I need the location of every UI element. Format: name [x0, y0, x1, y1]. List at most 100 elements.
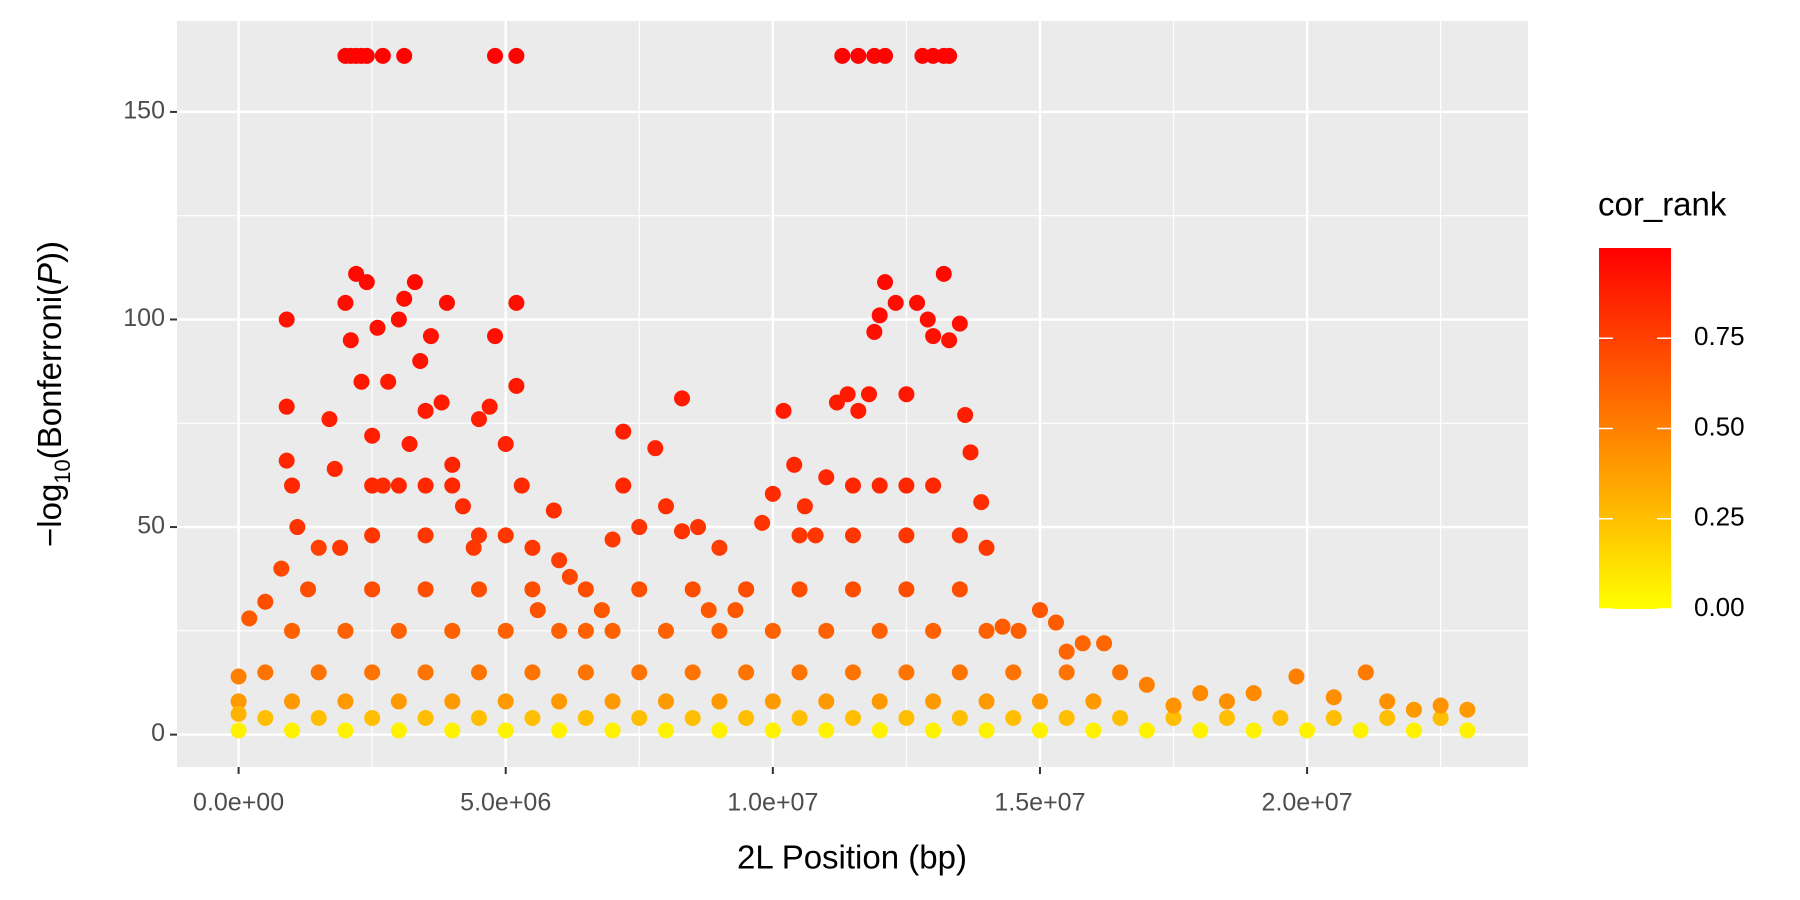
- point: [951, 527, 968, 544]
- point: [406, 274, 423, 291]
- point: [925, 722, 942, 739]
- point: [401, 436, 418, 453]
- point: [1405, 701, 1422, 718]
- point: [1165, 710, 1182, 727]
- point: [1085, 722, 1102, 739]
- point: [807, 527, 824, 544]
- point: [551, 693, 568, 710]
- point: [364, 664, 381, 681]
- point: [1218, 710, 1235, 727]
- y-title-part: (Bonferroni(: [31, 285, 68, 459]
- point: [529, 602, 546, 619]
- point: [935, 265, 952, 282]
- point: [508, 294, 525, 311]
- point: [454, 498, 471, 515]
- point: [1459, 701, 1476, 718]
- point: [1192, 722, 1209, 739]
- point: [818, 469, 835, 486]
- point: [1357, 664, 1374, 681]
- point: [615, 477, 632, 494]
- point: [257, 664, 274, 681]
- point: [898, 527, 915, 544]
- point: [647, 440, 664, 457]
- point: [631, 519, 648, 536]
- point: [471, 664, 488, 681]
- point: [978, 693, 995, 710]
- x-tick-label: 1.5e+07: [994, 789, 1085, 817]
- point: [791, 710, 808, 727]
- point: [850, 402, 867, 419]
- point: [861, 386, 878, 403]
- colorbar-label: 0.75: [1694, 321, 1745, 351]
- point: [1218, 693, 1235, 710]
- point: [839, 386, 856, 403]
- point: [909, 294, 926, 311]
- point: [1352, 722, 1369, 739]
- point: [465, 539, 482, 556]
- point: [524, 710, 541, 727]
- point: [241, 610, 258, 627]
- point: [257, 593, 274, 610]
- point: [684, 710, 701, 727]
- point: [497, 527, 514, 544]
- point: [1379, 710, 1396, 727]
- point: [898, 386, 915, 403]
- point: [278, 311, 295, 328]
- point: [631, 664, 648, 681]
- point: [898, 477, 915, 494]
- point: [390, 477, 407, 494]
- point: [1245, 685, 1262, 702]
- point: [417, 710, 434, 727]
- point: [604, 722, 621, 739]
- point: [657, 622, 674, 639]
- point: [273, 560, 290, 577]
- point: [337, 693, 354, 710]
- point: [957, 406, 974, 423]
- point: [919, 311, 936, 328]
- point: [300, 581, 317, 598]
- point: [994, 618, 1011, 635]
- point: [284, 622, 301, 639]
- point: [711, 622, 728, 639]
- point: [444, 622, 461, 639]
- point: [1288, 668, 1305, 685]
- point: [524, 581, 541, 598]
- point: [364, 581, 381, 598]
- point: [674, 390, 691, 407]
- point: [925, 477, 942, 494]
- point: [444, 722, 461, 739]
- point: [738, 664, 755, 681]
- point: [1192, 685, 1209, 702]
- point: [887, 294, 904, 311]
- y-title-sub: 10: [50, 459, 75, 483]
- point: [358, 274, 375, 291]
- point: [396, 290, 413, 307]
- point: [871, 622, 888, 639]
- point: [700, 602, 717, 619]
- point: [284, 477, 301, 494]
- point: [278, 452, 295, 469]
- point: [866, 323, 883, 340]
- point: [481, 398, 498, 415]
- colorbar-label: 0.00: [1694, 592, 1745, 622]
- point: [973, 494, 990, 511]
- point: [364, 710, 381, 727]
- y-title-part: )): [31, 241, 68, 263]
- point: [444, 477, 461, 494]
- point: [674, 523, 691, 540]
- point: [1325, 689, 1342, 706]
- point: [1058, 643, 1075, 660]
- point: [775, 402, 792, 419]
- point: [941, 47, 958, 64]
- point: [978, 722, 995, 739]
- point: [374, 47, 391, 64]
- point: [230, 693, 247, 710]
- point: [844, 664, 861, 681]
- point: [877, 274, 894, 291]
- point: [754, 514, 771, 531]
- point: [844, 527, 861, 544]
- point: [844, 710, 861, 727]
- point: [1058, 710, 1075, 727]
- point: [353, 373, 370, 390]
- point: [497, 693, 514, 710]
